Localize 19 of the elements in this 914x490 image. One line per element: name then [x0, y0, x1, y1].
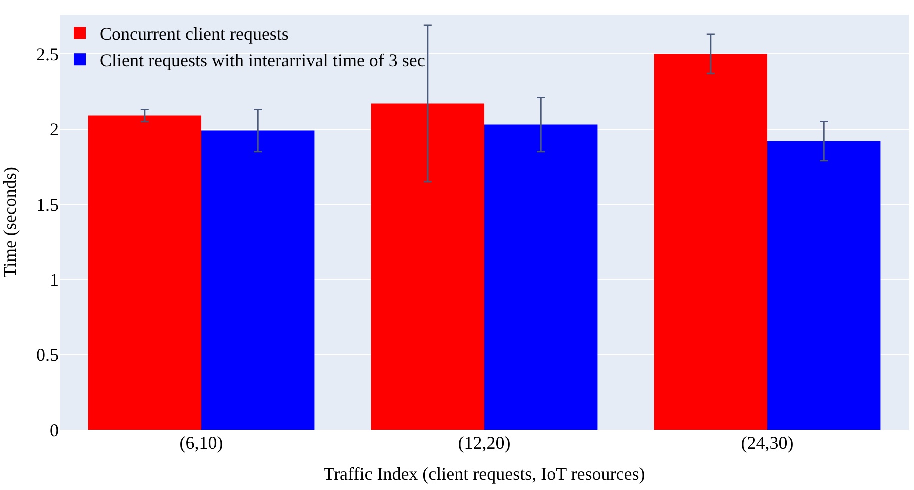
- legend-label: Concurrent client requests: [100, 24, 289, 44]
- bar: [202, 130, 315, 430]
- x-axis-title: Traffic Index (client requests, IoT resources): [324, 464, 646, 484]
- y-tick-label: 2.5: [36, 44, 59, 64]
- x-tick-label: (24,30): [741, 433, 794, 453]
- bar: [768, 141, 881, 430]
- y-tick-label: 0.5: [36, 345, 59, 366]
- bar: [654, 54, 768, 430]
- y-tick-label: 1.5: [36, 194, 59, 215]
- y-axis-title: Time (seconds): [0, 167, 20, 278]
- y-tick-label: 1: [50, 270, 59, 290]
- bar: [88, 116, 202, 430]
- y-tick-label: 2: [50, 120, 59, 140]
- bar: [371, 104, 484, 430]
- x-tick-label: (6,10): [180, 433, 224, 453]
- y-tick-label: 0: [50, 420, 59, 440]
- x-tick-label: (12,20): [458, 433, 511, 453]
- legend-label: Client requests with interarrival time of 3 sec: [100, 50, 426, 71]
- bar: [484, 124, 598, 430]
